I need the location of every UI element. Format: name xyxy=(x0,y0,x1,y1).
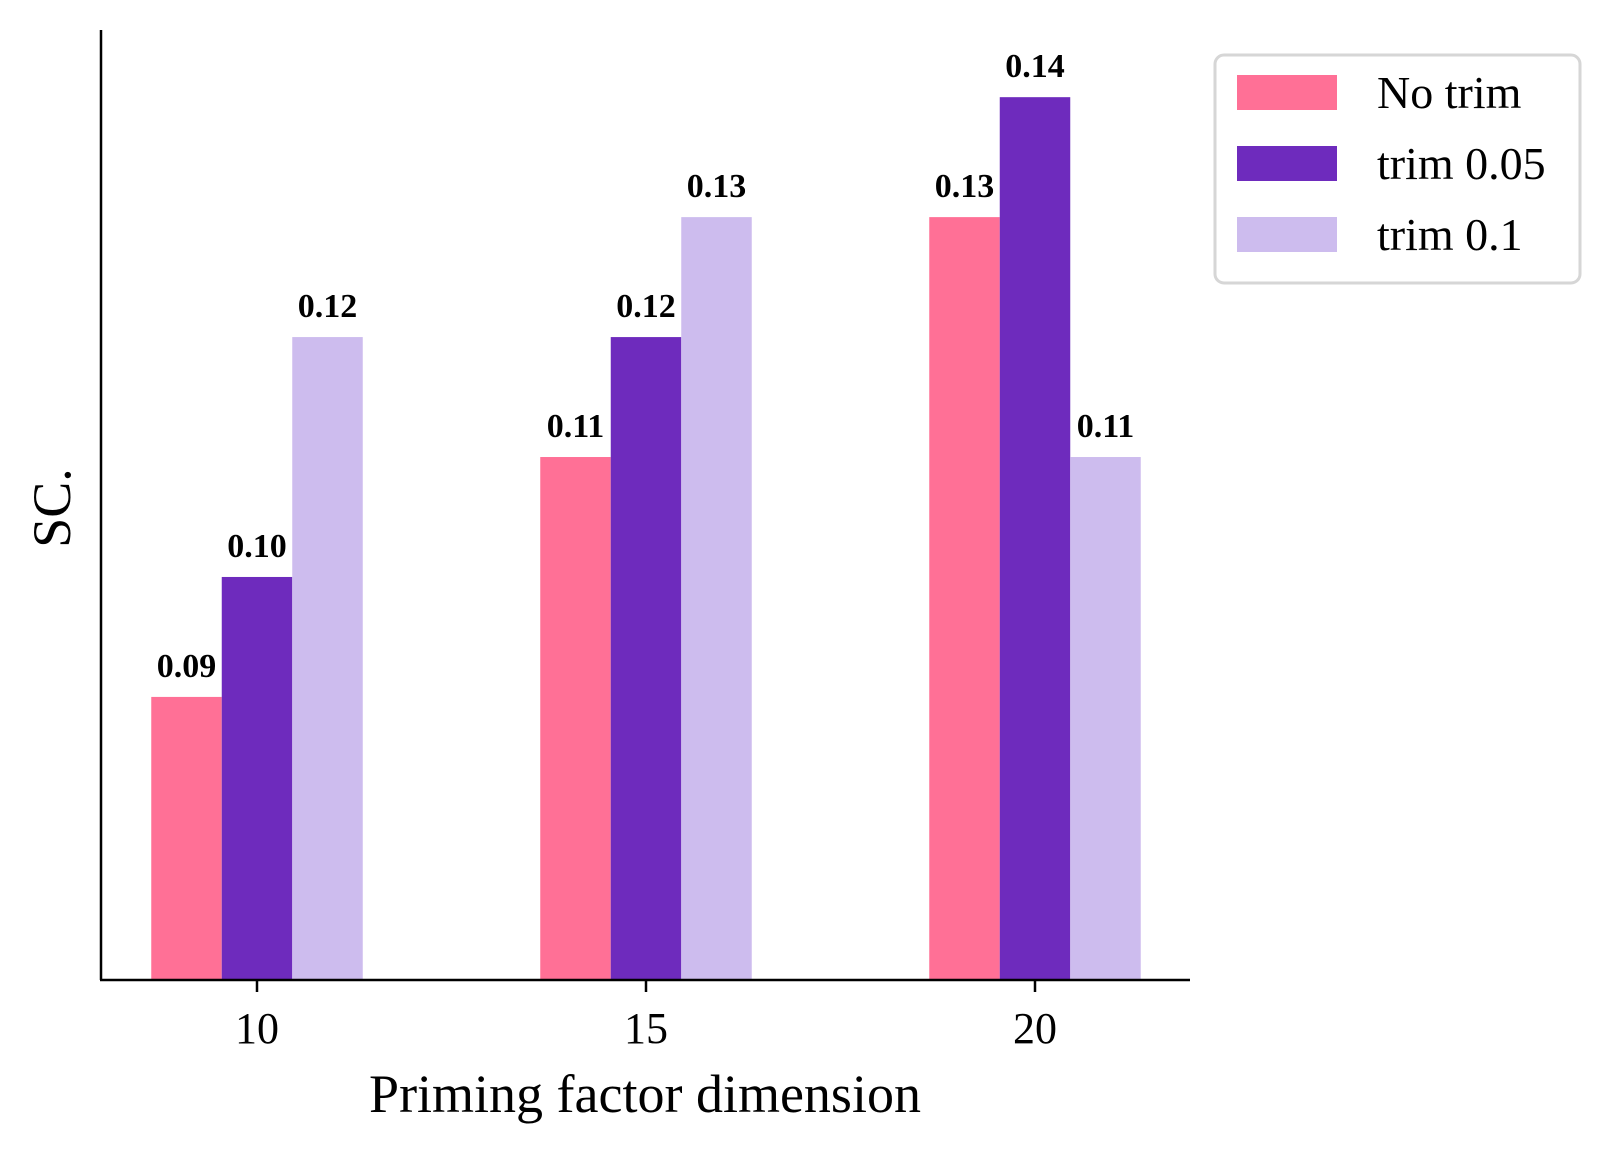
bar-no-trim-10 xyxy=(151,696,222,980)
data-label: 0.12 xyxy=(616,288,676,325)
data-label: 0.12 xyxy=(298,288,358,325)
x-ticks-group: 10 15 20 xyxy=(235,980,1057,1053)
bar-no-trim-20 xyxy=(929,217,1000,980)
bar-no-trim-15 xyxy=(540,457,611,980)
legend-label: trim 0.1 xyxy=(1377,209,1523,260)
data-label: 0.09 xyxy=(157,648,217,685)
bar-trim-0-1-10 xyxy=(292,337,363,980)
data-label: 0.11 xyxy=(1077,408,1135,445)
legend: No trim trim 0.05 trim 0.1 xyxy=(1213,53,1582,285)
legend-swatch xyxy=(1237,146,1337,181)
bar-trim-0-05-15 xyxy=(610,337,682,980)
bars-group xyxy=(151,97,1141,981)
data-label: 0.11 xyxy=(547,408,605,445)
x-tick-label: 10 xyxy=(235,1004,279,1053)
bar-trim-0-05-20 xyxy=(999,97,1071,981)
bar-trim-0-1-20 xyxy=(1070,457,1141,980)
data-label: 0.13 xyxy=(935,168,995,205)
bar-trim-0-1-15 xyxy=(681,217,752,980)
legend-swatch xyxy=(1237,217,1337,252)
legend-label: trim 0.05 xyxy=(1377,138,1546,189)
x-axis-label: Priming factor dimension xyxy=(369,1064,921,1124)
bar-trim-0-05-10 xyxy=(221,576,293,980)
data-labels-group: 0.09 0.10 0.12 0.11 0.12 0.13 0.13 0.14 0.11 xyxy=(157,48,1135,685)
y-axis-label: SC. xyxy=(22,468,82,548)
data-label: 0.13 xyxy=(687,168,747,205)
data-label: 0.10 xyxy=(227,528,287,565)
data-label: 0.14 xyxy=(1005,48,1065,85)
legend-label: No trim xyxy=(1377,67,1522,118)
x-tick-label: 15 xyxy=(624,1004,668,1053)
x-tick-label: 20 xyxy=(1013,1004,1057,1053)
legend-swatch xyxy=(1237,75,1337,110)
